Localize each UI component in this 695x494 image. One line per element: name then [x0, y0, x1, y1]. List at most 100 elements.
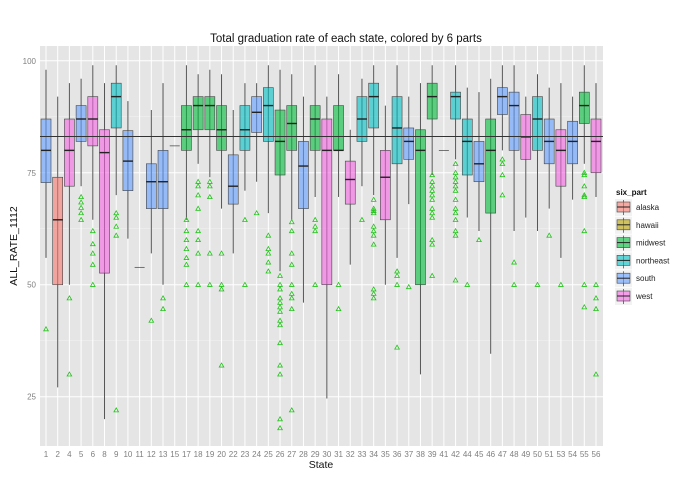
box	[263, 87, 274, 142]
outlier-point	[206, 281, 213, 287]
outlier-point	[370, 295, 377, 301]
box-state-36	[391, 65, 403, 350]
outlier-point	[288, 407, 295, 413]
outlier-point	[277, 362, 284, 368]
outlier-point	[557, 281, 564, 287]
box-state-46	[485, 78, 496, 354]
outlier-point	[593, 281, 599, 287]
box	[344, 160, 356, 205]
box	[286, 105, 298, 151]
box	[508, 91, 520, 151]
outlier-point	[370, 232, 377, 238]
y-tick-label: 75	[27, 169, 36, 178]
x-tick-label: 33	[358, 450, 367, 459]
box-state-13	[157, 83, 169, 312]
legend-item-northeast: northeast	[615, 252, 670, 270]
outlier-point	[581, 193, 588, 200]
outlier-point	[183, 254, 190, 260]
outlier-point	[113, 232, 120, 238]
x-tick-label: 54	[568, 450, 577, 459]
x-tick-label: 15	[170, 450, 179, 459]
outlier-point	[195, 192, 202, 198]
box	[110, 82, 122, 129]
box	[181, 105, 192, 151]
x-tick-label: 47	[498, 450, 507, 459]
x-tick-label: 39	[428, 450, 437, 459]
outlier-point	[78, 193, 85, 200]
outlier-point	[499, 192, 506, 198]
outlier-point	[288, 261, 295, 267]
box	[380, 150, 391, 221]
box	[274, 109, 286, 176]
outlier-point	[429, 214, 436, 220]
x-tick-label: 13	[159, 450, 168, 459]
x-tick-label: 17	[182, 450, 191, 459]
x-tick-label: 45	[475, 450, 484, 459]
legend-item-west: west	[615, 288, 653, 305]
box	[75, 105, 87, 142]
y-tick-label: 50	[27, 281, 36, 290]
outlier-point	[113, 214, 120, 220]
legend: alaska hawaii midwest northeast south west	[615, 199, 670, 305]
outlier-point	[335, 281, 342, 287]
outlier-point	[89, 261, 96, 267]
x-tick-label: 38	[416, 450, 425, 459]
box	[227, 154, 239, 205]
box-state-1	[40, 69, 52, 332]
x-tick-label: 22	[229, 450, 238, 459]
outlier-point	[288, 227, 295, 234]
outlier-point	[218, 250, 225, 256]
box	[368, 82, 379, 129]
box	[52, 176, 64, 286]
outlier-point	[183, 227, 190, 234]
outlier-point	[183, 216, 190, 222]
legend-item-south: south	[615, 270, 656, 288]
x-tick-label: 55	[580, 450, 589, 459]
outlier-point	[183, 245, 190, 252]
outlier-point	[511, 259, 518, 265]
box	[567, 120, 578, 165]
x-tick-label: 36	[393, 450, 402, 459]
y-tick-label: 100	[23, 57, 37, 66]
x-tick-label: 32	[346, 450, 355, 459]
x-tick-label: 19	[205, 450, 214, 459]
x-tick-label: 31	[334, 450, 343, 459]
box-state-47	[497, 65, 508, 198]
outlier-point	[89, 250, 96, 256]
box	[321, 118, 333, 286]
outlier-point	[89, 281, 96, 287]
outlier-point	[89, 227, 96, 234]
outlier-point	[288, 295, 295, 301]
box	[204, 96, 216, 131]
outlier-point	[277, 321, 284, 328]
outlier-point	[183, 261, 190, 267]
outlier-point	[288, 250, 295, 256]
legend-item-midwest: midwest	[615, 234, 666, 252]
x-tick-label: 11	[135, 450, 144, 459]
outlier-point	[288, 281, 295, 287]
box-state-24	[251, 83, 262, 216]
legend-label: hawaii	[636, 221, 659, 230]
legend-label: northeast	[636, 256, 670, 265]
box-state-34	[368, 65, 379, 301]
x-tick-label: 27	[287, 450, 296, 459]
x-tick-label: 46	[486, 450, 495, 459]
outlier-point	[370, 241, 377, 247]
outlier-point	[277, 416, 284, 422]
box	[555, 129, 567, 187]
outlier-point	[593, 371, 599, 377]
x-tick-label: 2	[55, 450, 60, 459]
box-state-27	[286, 74, 298, 413]
outlier-point	[429, 241, 436, 247]
x-tick-label: 44	[463, 450, 472, 459]
box-state-35	[380, 105, 391, 285]
box-state-44	[461, 87, 473, 287]
x-tick-label: 9	[114, 450, 119, 459]
box-state-8	[99, 83, 110, 420]
outlier-point	[312, 227, 319, 234]
outlier-point	[499, 171, 506, 178]
box	[391, 96, 403, 165]
outlier-point	[312, 281, 319, 287]
box-state-38	[415, 83, 426, 375]
box	[64, 118, 75, 187]
